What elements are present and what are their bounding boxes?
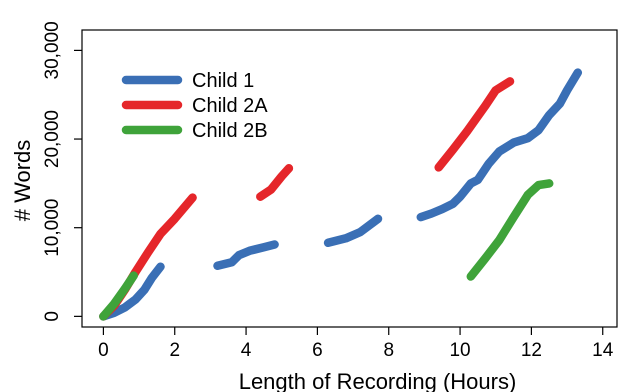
series-line-segment [99, 271, 138, 321]
x-tick-label: 10 [449, 340, 470, 361]
y-tick-label: 0 [42, 311, 63, 322]
x-tick-label: 6 [312, 340, 323, 361]
series-line-segment [256, 164, 294, 201]
series-line-segment [99, 262, 165, 321]
series-line-segment [323, 214, 383, 248]
legend-label: Child 2B [192, 120, 268, 142]
series-line-segment [416, 68, 583, 222]
x-axis-title: Length of Recording (Hours) [239, 369, 517, 392]
series-layer [99, 68, 583, 321]
series-line-segment [466, 179, 554, 281]
plot-area [81, 29, 618, 328]
y-axis-title: # Words [10, 140, 35, 222]
y-tick-label: 20,000 [42, 110, 63, 168]
axes: 0 2 4 6 8 10 12 14 0 10,000 20,000 30,000 [42, 21, 614, 361]
plot-frame [81, 29, 618, 328]
legend-item: Child 2B [121, 120, 268, 142]
x-tick-label: 14 [592, 340, 614, 361]
series-line-segment [434, 77, 515, 172]
series-child-1 [99, 68, 583, 321]
x-tick-label: 4 [241, 340, 252, 361]
legend-label: Child 1 [192, 70, 254, 92]
series-line-segment [213, 240, 279, 271]
series-child-2b [99, 179, 554, 321]
y-tick-label: 10,000 [42, 199, 63, 257]
x-tick-label: 0 [98, 340, 109, 361]
legend-item: Child 2A [121, 95, 268, 117]
legend-label: Child 2A [192, 95, 268, 117]
y-tick-label: 30,000 [42, 21, 63, 79]
legend: Child 1 Child 2A Child 2B [121, 70, 268, 142]
legend-item: Child 1 [121, 70, 254, 92]
x-tick-label: 12 [521, 340, 542, 361]
x-tick-label: 8 [383, 340, 394, 361]
x-tick-label: 2 [169, 340, 180, 361]
